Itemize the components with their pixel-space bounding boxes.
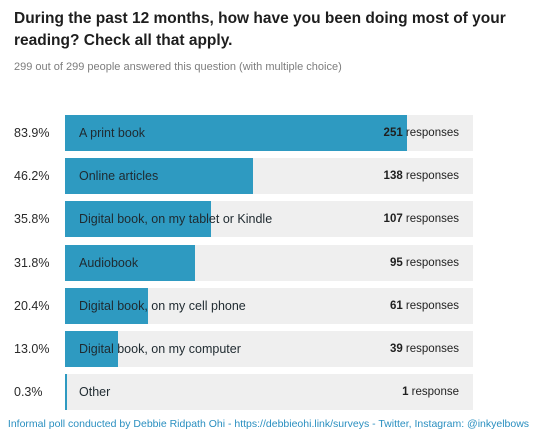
bar-track: Other 1 response — [65, 374, 473, 411]
response-count-value: 107 — [383, 213, 403, 226]
bar-row: 46.2% Online articles 138 responses — [0, 158, 537, 195]
bar-track: Audiobook 95 responses — [65, 244, 473, 281]
response-count-value: 95 — [389, 256, 403, 269]
bar-row: 0.3% Other 1 response — [0, 374, 537, 411]
percent-label: 13.0% — [14, 342, 50, 356]
bar — [65, 244, 195, 281]
percent-label: 31.8% — [14, 255, 50, 270]
bar — [65, 374, 67, 411]
response-count: 138 responses — [384, 158, 459, 194]
bar-track: Digital book, on my tablet or Kindle 107 … — [65, 201, 473, 238]
question-title: During the past 12 months, how have you … — [14, 10, 506, 49]
bar-track: Online articles 138 responses — [65, 158, 473, 195]
response-count-unit: responses — [402, 343, 459, 355]
bar-category-label: Digital book, on my cell phone — [79, 298, 246, 313]
bar-track: Digital book, on my computer 39 responses — [65, 331, 473, 367]
response-count: 251 responses — [384, 115, 459, 151]
bar-row: 83.9% A print book 251 responses — [0, 115, 537, 151]
percent-label: 35.8% — [14, 212, 50, 227]
bar-category-label: Digital book, on my tablet or Kindle — [79, 212, 273, 227]
poll-credit-footer: Informal poll conducted by Debbie Ridpat… — [7, 418, 530, 430]
bar-category-label: A print book — [79, 126, 146, 140]
response-count: 1 response — [402, 374, 459, 410]
percent-label: 20.4% — [14, 298, 50, 313]
response-count-value: 39 — [389, 343, 403, 355]
response-count-unit: responses — [402, 299, 459, 312]
response-count-value: 251 — [383, 127, 403, 139]
response-count-unit: responses — [402, 127, 459, 139]
percent-label: 46.2% — [14, 169, 50, 184]
bar-row: 13.0% Digital book, on my computer 39 resp… — [0, 331, 537, 367]
bar — [65, 331, 118, 367]
response-summary: 299 out of 299 people answered this ques… — [14, 61, 342, 73]
response-count: 61 responses — [390, 288, 459, 324]
bar — [65, 201, 211, 238]
bar — [65, 287, 148, 324]
bar — [65, 158, 253, 195]
bar — [65, 115, 407, 151]
response-count: 107 responses — [384, 201, 459, 237]
response-count-value: 1 — [402, 386, 409, 399]
bar-row: 20.4% Digital book, on my cell phone 61 re… — [0, 287, 537, 324]
response-count: 95 responses — [390, 245, 459, 281]
bar-category-label: Audiobook — [79, 255, 139, 270]
bar-category-label: Other — [79, 385, 111, 400]
response-count-value: 61 — [389, 299, 403, 312]
bar-category-label: Digital book, on my computer — [79, 342, 241, 356]
response-count-unit: response — [408, 386, 459, 399]
bar-row: 31.8% Audiobook 95 responses — [0, 244, 537, 281]
bar-track: A print book 251 responses — [65, 115, 473, 151]
percent-label: 83.9% — [14, 126, 50, 140]
response-count-value: 138 — [383, 170, 403, 183]
percent-label: 0.3% — [14, 385, 43, 400]
response-count-unit: responses — [402, 256, 459, 269]
response-count: 39 responses — [390, 331, 459, 367]
response-count-unit: responses — [402, 213, 459, 226]
bar-track: Digital book, on my cell phone 61 respons… — [65, 287, 473, 324]
bar-category-label: Online articles — [79, 169, 159, 184]
response-count-unit: responses — [402, 170, 459, 183]
bar-row: 35.8% Digital book, on my tablet or Kindl… — [0, 201, 537, 238]
